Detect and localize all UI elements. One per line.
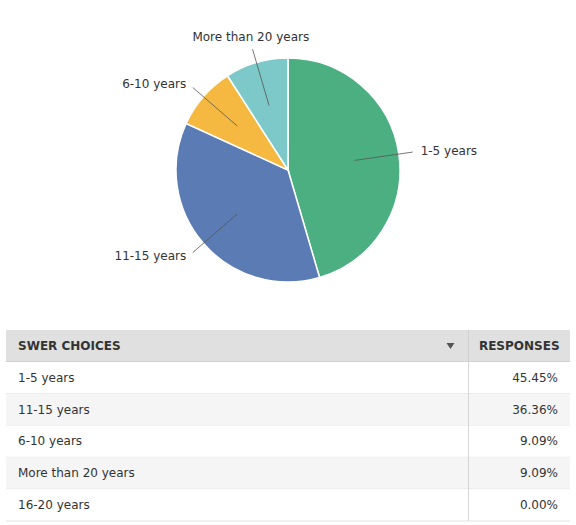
table-response: 9.09% — [520, 466, 558, 480]
pie — [176, 58, 400, 282]
table-cell — [468, 426, 570, 458]
table-row — [6, 394, 468, 426]
table-cell — [468, 394, 570, 426]
table-header: RESPONSES — [479, 339, 560, 353]
slice-label: More than 20 years — [192, 30, 309, 44]
table-choice: 16-20 years — [18, 498, 90, 512]
table-header: SWER CHOICES — [18, 339, 121, 353]
column-separator — [468, 330, 469, 521]
table-choice: 11-15 years — [18, 403, 90, 417]
table-row — [6, 489, 468, 521]
table-row — [6, 426, 468, 458]
table-header-bg — [6, 330, 570, 362]
slice — [227, 58, 288, 170]
table-response: 9.09% — [520, 434, 558, 448]
slice-label: 6-10 years — [122, 77, 186, 91]
row-divider — [6, 521, 570, 522]
table-cell — [468, 457, 570, 489]
chart: 1-5 years 11-15 years 6-10 years More than … — [0, 0, 576, 525]
dropdown-arrow — [446, 343, 454, 349]
table-row — [6, 457, 468, 489]
slice-label: 1-5 years — [421, 144, 477, 158]
table-response: 36.36% — [512, 403, 558, 417]
slice-labels: 1-5 years 11-15 years 6-10 years More than … — [115, 30, 478, 263]
table-cell — [468, 362, 570, 394]
leader-line — [193, 87, 237, 126]
slice-label: 11-15 years — [115, 249, 187, 263]
table-choice: 1-5 years — [18, 371, 74, 385]
table: SWER CHOICES RESPONSES 1-5 years 45.45% 11-1… — [6, 330, 570, 521]
table-cell — [468, 489, 570, 521]
table-response: 45.45% — [512, 371, 558, 385]
table-choice: 6-10 years — [18, 434, 82, 448]
leader-line — [193, 214, 237, 253]
leader-line — [253, 49, 270, 105]
table-response: 0.00% — [520, 498, 558, 512]
leader-line — [355, 152, 413, 160]
table-choice: More than 20 years — [18, 466, 135, 480]
table-row — [6, 362, 468, 394]
